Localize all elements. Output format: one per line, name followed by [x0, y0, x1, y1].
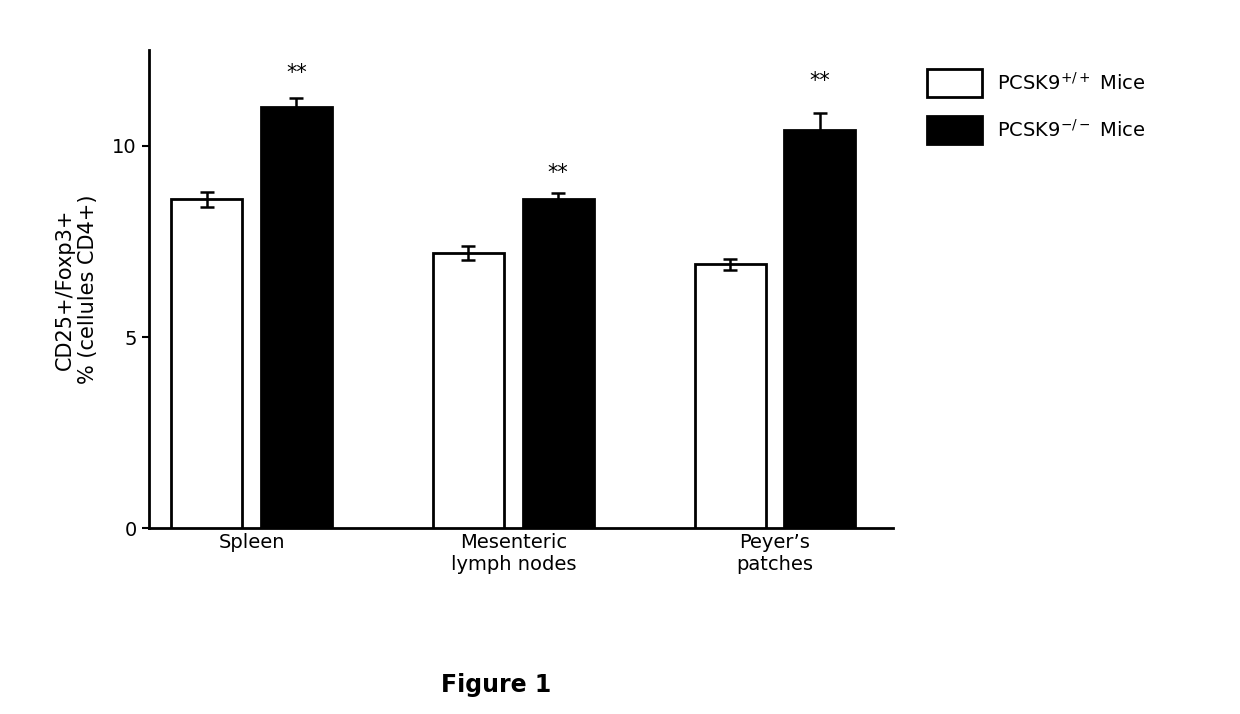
Text: **: ** [810, 71, 831, 91]
Bar [785, 131, 856, 528]
Bar [433, 253, 503, 528]
Bar [171, 199, 242, 528]
Text: Figure 1: Figure 1 [441, 673, 551, 698]
Text: **: ** [286, 64, 306, 84]
Text: **: ** [548, 163, 569, 183]
Bar [694, 264, 765, 528]
Y-axis label: CD25+/Foxp3+
% (cellules CD4+): CD25+/Foxp3+ % (cellules CD4+) [56, 194, 98, 384]
Legend: PCSK9$^{+/+}$ Mice, PCSK9$^{-/-}$ Mice: PCSK9$^{+/+}$ Mice, PCSK9$^{-/-}$ Mice [918, 60, 1156, 154]
Bar [523, 199, 594, 528]
Bar [260, 107, 332, 528]
